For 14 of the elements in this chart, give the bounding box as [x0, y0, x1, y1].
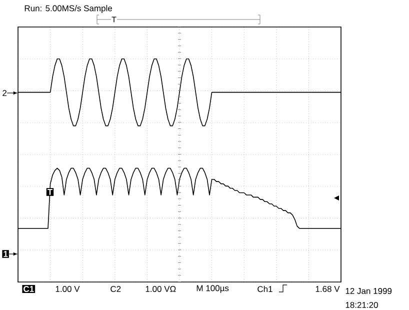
text: Ch1	[258, 286, 272, 292]
text: C2	[110, 286, 121, 292]
text: 1.00 VΩ	[146, 286, 176, 292]
text: 12 Jan 1999	[346, 288, 392, 294]
text: M 100µs	[196, 285, 229, 293]
text: 1	[4, 251, 8, 257]
text: 2	[2, 90, 7, 96]
annotation: T	[48, 189, 53, 195]
text: C1	[24, 286, 34, 292]
chart-title: Run: 5.00MS/s Sample	[24, 5, 112, 13]
text: T	[112, 16, 116, 22]
text: 1.00 V	[56, 286, 80, 292]
text: 18:21:20	[346, 302, 378, 308]
text: 1.68 V	[316, 286, 340, 292]
